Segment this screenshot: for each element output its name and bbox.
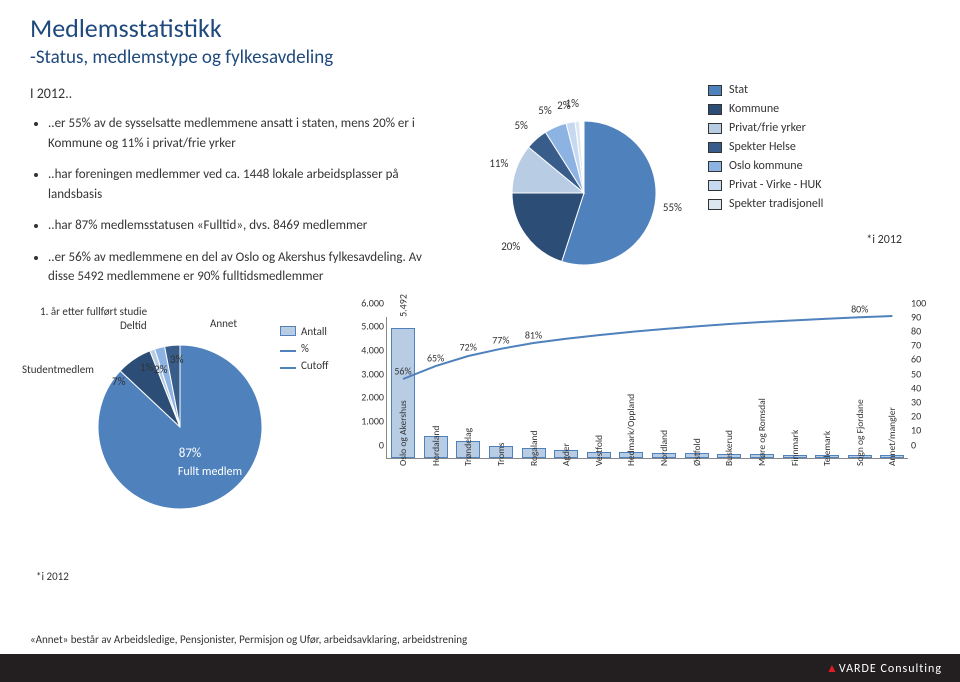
pie2-outer-label: 1% — [140, 361, 153, 374]
y2-axis-tick: 40 — [911, 381, 921, 394]
footnote: «Annet» består av Arbeidsledige, Pensjon… — [30, 633, 467, 646]
y-axis-tick: 4.000 — [361, 343, 384, 356]
pie2-outer-label: 3% — [170, 353, 183, 366]
bar-legend-item: % — [280, 342, 328, 355]
pie2-outer-label: Annet — [210, 317, 237, 330]
bar-legend-item: Antall — [280, 325, 328, 338]
y2-axis-tick: 90 — [911, 310, 921, 323]
pie2-outer-label: 1. år etter fullført studie — [40, 305, 147, 318]
y2-axis-tick: 100 — [911, 296, 926, 309]
y2-axis-tick: 0 — [911, 438, 916, 451]
legend-item: Privat - Virke - HUK — [708, 178, 908, 192]
pct-label: 81% — [525, 328, 542, 341]
pie-slice-label: 20% — [501, 240, 520, 253]
y2-axis-tick: 60 — [911, 353, 921, 366]
y-axis-tick: 6.000 — [361, 296, 384, 309]
legend-item: Oslo kommune — [708, 159, 908, 173]
legend-item: Spekter tradisjonell — [708, 197, 908, 211]
pie1-legend: Stat Kommune Privat/frie yrker Spekter Hels… — [708, 83, 908, 299]
y-axis-tick: 3.000 — [361, 367, 384, 380]
pct-label: 72% — [460, 341, 477, 354]
legend-item: Privat/frie yrker — [708, 121, 908, 135]
page-title: Medlemsstatistikk — [30, 12, 930, 44]
y-axis-tick: 0 — [379, 438, 384, 451]
svg-text:Fullt medlem: Fullt medlem — [178, 465, 242, 479]
legend-item: Spekter Helse — [708, 140, 908, 154]
pct-label: 80% — [851, 302, 868, 315]
pct-label: 77% — [492, 334, 509, 347]
bar-legend: Antall% Cutoff — [280, 325, 328, 376]
bullet-item: ..har foreningen medlemmer ved ca. 1448 … — [48, 165, 450, 204]
intro-label: I 2012.. — [30, 83, 450, 104]
y-axis-tick: 5.000 — [361, 320, 384, 333]
page-subtitle: -Status, medlemstype og fylkesavdeling — [30, 46, 930, 69]
pct-label: 65% — [427, 351, 444, 364]
legend-item: Stat — [708, 83, 908, 97]
pie-slice-label: 1% — [566, 97, 579, 110]
y-axis-tick: 1.000 — [361, 414, 384, 427]
legend-item: Kommune — [708, 102, 908, 116]
bullet-item: ..har 87% medlemsstatusen «Fulltid», dvs… — [48, 216, 450, 236]
y2-axis-tick: 80 — [911, 324, 921, 337]
y-axis-tick: 2.000 — [361, 391, 384, 404]
bar-chart-fylke: Antall%Cutoff 01.0002.0003.0004.0005.000… — [348, 307, 918, 517]
bar-value-label: 5.492 — [397, 294, 410, 317]
note-year-right: *i 2012 — [708, 233, 902, 247]
bullet-item: ..er 56% av medlemmene en del av Oslo og… — [48, 248, 450, 287]
y2-axis-tick: 10 — [911, 424, 921, 437]
note-year-left: *i 2012 — [36, 570, 69, 583]
bar-legend-item: Cutoff — [280, 359, 328, 372]
pie-chart-sector: 55%20%11%5%5%2%1% — [464, 83, 694, 299]
pie2-outer-label: Deltid — [120, 319, 147, 332]
pie-slice-label: 55% — [663, 201, 682, 214]
y2-axis-tick: 50 — [911, 367, 921, 380]
pie2-outer-label: 2% — [154, 363, 167, 376]
y2-axis-tick: 30 — [911, 395, 921, 408]
svg-text:87%: 87% — [179, 446, 201, 461]
logo: ▲VARDE Consulting — [826, 661, 942, 676]
bullet-item: ..er 55% av de sysselsatte medlemmene an… — [48, 114, 450, 153]
footer-bar: ▲VARDE Consulting — [0, 654, 960, 682]
pie2-outer-label: 7% — [112, 375, 125, 388]
pie2-outer-label: Studentmedlem — [22, 363, 94, 376]
pct-label: 56% — [394, 364, 411, 377]
header: Medlemsstatistikk -Status, medlemstype o… — [0, 0, 960, 73]
pie-slice-label: 11% — [489, 157, 508, 170]
y2-axis-tick: 20 — [911, 410, 921, 423]
bullet-list: I 2012.. ..er 55% av de sysselsatte medl… — [30, 83, 450, 299]
pie-slice-label: 5% — [538, 104, 551, 117]
y2-axis-tick: 70 — [911, 339, 921, 352]
pie-slice-label: 5% — [514, 119, 527, 132]
